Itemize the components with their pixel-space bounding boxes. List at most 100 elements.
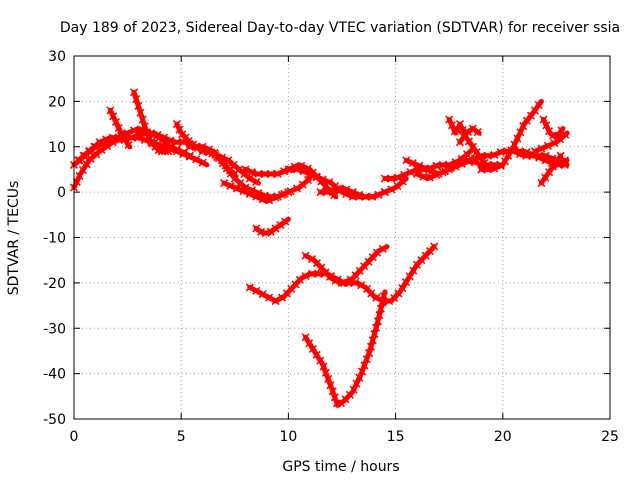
data-point bbox=[159, 133, 169, 142]
data-point bbox=[321, 368, 330, 377]
data-point bbox=[387, 174, 396, 183]
data-point bbox=[75, 171, 84, 180]
series-track bbox=[537, 151, 565, 188]
data-point bbox=[365, 348, 374, 358]
data-point bbox=[245, 174, 254, 183]
data-point bbox=[127, 133, 136, 142]
data-point bbox=[548, 162, 558, 171]
y-tick-label: 10 bbox=[48, 140, 66, 156]
data-point bbox=[500, 157, 510, 166]
data-point bbox=[451, 162, 460, 171]
y-tick-label: 20 bbox=[48, 94, 66, 110]
data-point bbox=[185, 142, 194, 151]
data-point bbox=[192, 155, 201, 164]
data-point bbox=[455, 138, 464, 147]
data-point bbox=[78, 166, 87, 175]
data-point bbox=[157, 147, 166, 156]
data-point bbox=[463, 127, 473, 137]
y-tick-label: -40 bbox=[43, 367, 66, 383]
data-point bbox=[179, 148, 188, 157]
data-point bbox=[376, 304, 385, 313]
data-point bbox=[522, 151, 531, 160]
data-point bbox=[438, 168, 447, 177]
data-point bbox=[129, 88, 139, 97]
data-point bbox=[378, 244, 387, 253]
y-tick-label: 30 bbox=[48, 49, 66, 65]
data-point bbox=[406, 168, 415, 177]
data-point bbox=[305, 339, 314, 348]
data-point bbox=[319, 362, 328, 371]
data-point bbox=[344, 278, 353, 287]
x-axis-label: GPS time / hours bbox=[282, 459, 399, 475]
data-point bbox=[408, 159, 417, 168]
data-point bbox=[348, 188, 357, 197]
data-point bbox=[552, 157, 561, 166]
data-point bbox=[325, 272, 334, 281]
data-point bbox=[515, 149, 525, 159]
data-point bbox=[252, 177, 261, 186]
data-point bbox=[260, 169, 269, 179]
data-point bbox=[132, 95, 141, 104]
data-point bbox=[401, 278, 411, 287]
data-point bbox=[368, 336, 377, 345]
data-point bbox=[284, 165, 293, 174]
data-point bbox=[350, 278, 359, 287]
data-point bbox=[537, 178, 546, 188]
data-point bbox=[331, 276, 340, 285]
data-point bbox=[153, 130, 162, 140]
data-point bbox=[373, 317, 382, 326]
data-point bbox=[432, 161, 441, 170]
series-track bbox=[106, 106, 133, 150]
data-point bbox=[415, 161, 424, 170]
data-point bbox=[258, 195, 267, 204]
data-point bbox=[271, 296, 280, 306]
y-tick-label: 0 bbox=[57, 185, 66, 201]
data-point bbox=[316, 188, 325, 197]
data-point bbox=[284, 188, 293, 197]
data-point bbox=[477, 165, 486, 174]
data-point bbox=[541, 173, 550, 182]
data-point bbox=[438, 160, 447, 169]
y-tick-label: -50 bbox=[43, 412, 66, 428]
data-point bbox=[378, 298, 387, 307]
data-point bbox=[134, 130, 143, 140]
data-point bbox=[380, 174, 389, 183]
data-point bbox=[252, 224, 261, 233]
data-point bbox=[205, 145, 214, 154]
data-point bbox=[372, 323, 381, 332]
data-point bbox=[326, 381, 335, 390]
data-point bbox=[140, 122, 149, 131]
series-track bbox=[509, 147, 570, 169]
x-tick-label: 10 bbox=[279, 429, 297, 445]
data-point bbox=[394, 289, 403, 298]
data-point bbox=[519, 122, 528, 131]
y-tick-label: -30 bbox=[43, 321, 66, 337]
data-point bbox=[245, 189, 254, 199]
data-point bbox=[172, 119, 181, 129]
data-point bbox=[412, 169, 422, 179]
data-point bbox=[496, 148, 505, 157]
data-point bbox=[303, 175, 313, 185]
data-point bbox=[117, 129, 126, 138]
data-point bbox=[455, 119, 464, 129]
series-track bbox=[316, 176, 409, 201]
data-point bbox=[380, 188, 389, 197]
data-point bbox=[330, 393, 339, 402]
series-track bbox=[477, 98, 544, 174]
series-track bbox=[252, 216, 291, 238]
data-point bbox=[109, 112, 118, 121]
data-point bbox=[483, 151, 492, 160]
data-point bbox=[166, 136, 175, 145]
data-point bbox=[266, 227, 275, 236]
data-point bbox=[254, 169, 263, 179]
data-point bbox=[425, 173, 434, 182]
data-point bbox=[301, 333, 310, 342]
data-point bbox=[276, 220, 285, 230]
data-point bbox=[510, 140, 519, 149]
data-point bbox=[164, 147, 173, 156]
series-track bbox=[301, 242, 439, 306]
data-point bbox=[372, 248, 382, 257]
data-point bbox=[345, 390, 354, 399]
data-point bbox=[539, 115, 548, 124]
data-point bbox=[271, 193, 280, 202]
